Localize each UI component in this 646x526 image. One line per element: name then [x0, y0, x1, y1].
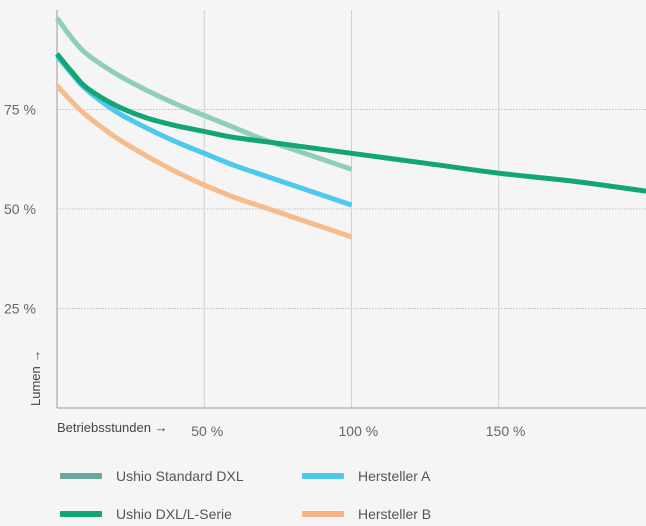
series-line-ushio-standard-dxl	[54, 16, 353, 172]
legend-label: Ushio Standard DXL	[116, 468, 244, 484]
legend-label: Hersteller B	[358, 506, 432, 522]
series-line-hersteller-b	[55, 83, 353, 240]
legend-item-hersteller-a: Hersteller A	[302, 466, 430, 486]
legend-swatch	[60, 473, 102, 479]
series-line-ushio-dxl-l-serie	[55, 52, 646, 194]
legend-swatch	[60, 511, 102, 517]
legend-label: Ushio DXL/L-Serie	[116, 506, 232, 522]
y-tick-label: 75 %	[4, 102, 36, 118]
y-tick-label: 25 %	[4, 301, 36, 317]
legend-label: Hersteller A	[358, 468, 431, 484]
y-tick-label: 50 %	[4, 201, 36, 217]
legend-swatch	[302, 511, 344, 517]
x-tick-label: 50 %	[191, 423, 223, 439]
series-lines	[54, 16, 646, 240]
legend: Ushio Standard DXL Hersteller A Ushio DX…	[60, 466, 580, 526]
tick-labels: 25 % 50 % 75 % 50 % 100 % 150 %	[4, 102, 525, 440]
y-axis-title: Lumen →	[28, 350, 43, 406]
x-axis-title: Betriebsstunden →	[57, 420, 168, 435]
legend-swatch	[302, 473, 344, 479]
legend-item-ushio-standard-dxl: Ushio Standard DXL	[60, 466, 244, 486]
x-tick-label: 150 %	[486, 423, 526, 439]
legend-item-ushio-dxl-l-serie: Ushio DXL/L-Serie	[60, 504, 232, 524]
grid	[57, 10, 646, 408]
x-tick-label: 100 %	[339, 423, 379, 439]
axes	[56, 10, 646, 409]
legend-item-hersteller-b: Hersteller B	[302, 504, 431, 524]
